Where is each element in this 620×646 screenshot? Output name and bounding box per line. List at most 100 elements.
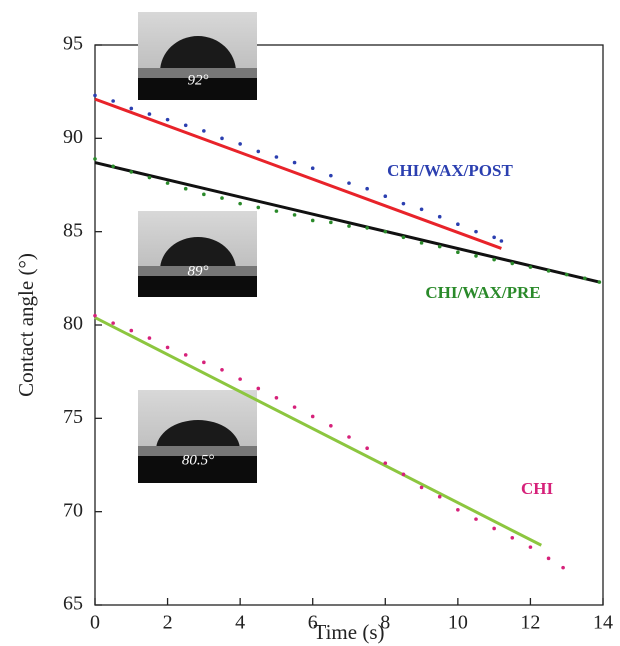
data-point xyxy=(111,164,115,169)
data-point xyxy=(238,377,242,381)
data-point xyxy=(238,142,242,146)
data-point xyxy=(329,173,333,178)
data-point xyxy=(256,149,261,154)
x-tick-label: 4 xyxy=(235,612,245,634)
data-point xyxy=(220,136,224,141)
data-point xyxy=(401,235,406,240)
data-point xyxy=(274,396,279,400)
fit-line xyxy=(94,161,600,284)
data-point xyxy=(365,186,369,191)
series-label: CHI/WAX/POST xyxy=(387,161,513,180)
data-point xyxy=(147,175,152,180)
data-point xyxy=(365,446,369,451)
data-point xyxy=(93,313,97,318)
y-tick-label: 85 xyxy=(63,219,83,241)
data-point xyxy=(510,261,515,266)
y-tick-label: 80 xyxy=(63,313,83,335)
data-point xyxy=(147,336,152,340)
data-point xyxy=(256,386,261,391)
inset-label: 92° xyxy=(188,72,209,88)
plot-frame xyxy=(94,44,604,606)
data-point xyxy=(528,265,533,269)
data-point xyxy=(111,321,115,325)
data-point xyxy=(383,194,388,198)
fit-line xyxy=(94,97,502,250)
y-tick-label: 95 xyxy=(63,33,83,55)
data-point xyxy=(492,235,496,240)
inset: 89° xyxy=(138,211,257,297)
data-point xyxy=(310,166,315,170)
data-point xyxy=(220,368,224,372)
data-point xyxy=(129,106,134,111)
inset-label: 89° xyxy=(188,263,209,279)
x-tick-label: 6 xyxy=(308,612,318,634)
data-point xyxy=(129,170,134,174)
data-point xyxy=(437,494,442,499)
data-point xyxy=(183,186,188,191)
data-point xyxy=(329,424,333,428)
data-point xyxy=(365,226,369,230)
inset: 92° xyxy=(138,12,257,100)
data-point xyxy=(310,414,315,419)
data-point xyxy=(274,209,279,213)
data-point xyxy=(401,472,406,477)
data-point xyxy=(510,536,515,540)
data-point xyxy=(546,556,551,561)
data-point xyxy=(329,220,333,225)
fit-line xyxy=(94,316,542,547)
data-point xyxy=(202,129,206,133)
data-point xyxy=(129,328,134,333)
data-point xyxy=(419,485,424,490)
x-tick-label: 8 xyxy=(380,612,390,634)
inset: 80.5° xyxy=(138,390,257,483)
y-tick-label: 75 xyxy=(63,406,83,428)
data-point xyxy=(202,192,206,197)
x-tick-label: 14 xyxy=(593,612,613,634)
data-point xyxy=(93,157,97,161)
y-tick-label: 65 xyxy=(63,593,83,615)
x-tick-label: 10 xyxy=(448,612,468,634)
data-point xyxy=(183,123,188,128)
data-point xyxy=(292,160,297,165)
data-point xyxy=(456,222,460,226)
y-tick-label: 90 xyxy=(63,126,83,148)
data-point xyxy=(456,250,460,254)
data-point xyxy=(383,229,388,234)
data-point xyxy=(492,257,496,262)
data-point xyxy=(111,99,115,103)
data-point xyxy=(165,345,170,350)
data-point xyxy=(383,461,388,465)
data-point xyxy=(492,526,496,531)
data-point xyxy=(564,272,569,277)
series-label: CHI xyxy=(521,479,554,498)
data-point xyxy=(401,201,406,206)
data-point xyxy=(93,93,97,98)
x-tick-label: 2 xyxy=(163,612,173,634)
x-tick-label: 0 xyxy=(90,612,100,634)
data-point xyxy=(597,280,602,284)
series-label: CHI/WAX/PRE xyxy=(425,283,540,302)
data-point xyxy=(546,269,551,273)
data-point xyxy=(437,214,442,219)
data-point xyxy=(202,360,206,365)
data-point xyxy=(528,545,533,549)
data-point xyxy=(474,254,478,258)
data-point xyxy=(474,517,478,521)
data-point xyxy=(474,229,478,234)
data-point xyxy=(310,218,315,223)
data-point xyxy=(561,565,565,570)
x-tick-label: 12 xyxy=(520,612,540,634)
data-point xyxy=(499,239,504,243)
data-point xyxy=(238,201,242,206)
data-point xyxy=(220,196,224,200)
data-point xyxy=(456,508,460,512)
data-point xyxy=(165,117,170,122)
data-point xyxy=(437,244,442,249)
data-point xyxy=(419,241,424,245)
data-point xyxy=(256,205,261,210)
data-point xyxy=(419,207,424,212)
data-point xyxy=(147,112,152,116)
data-point xyxy=(583,276,587,281)
y-tick-label: 70 xyxy=(63,499,83,521)
